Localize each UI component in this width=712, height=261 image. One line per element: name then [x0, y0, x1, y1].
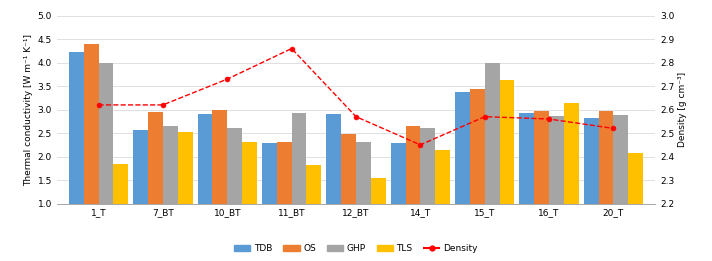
Bar: [163, 126, 178, 251]
Bar: [178, 132, 193, 251]
Y-axis label: Thermal conductivity [W m⁻¹ K⁻¹]: Thermal conductivity [W m⁻¹ K⁻¹]: [24, 34, 33, 186]
Bar: [212, 110, 227, 251]
Bar: [470, 89, 485, 251]
Bar: [133, 130, 148, 251]
Bar: [277, 141, 292, 251]
Bar: [599, 111, 614, 251]
Bar: [435, 150, 450, 251]
Bar: [564, 103, 579, 251]
Bar: [292, 113, 306, 251]
Bar: [371, 178, 386, 251]
Bar: [584, 118, 599, 251]
Bar: [242, 142, 257, 251]
Bar: [69, 52, 84, 251]
Bar: [614, 115, 628, 251]
Legend: TDB, OS, GHP, TLS, Density: TDB, OS, GHP, TLS, Density: [231, 240, 481, 257]
Bar: [391, 143, 406, 251]
Bar: [148, 112, 163, 251]
Bar: [420, 128, 435, 251]
Bar: [485, 63, 500, 251]
Bar: [549, 116, 564, 251]
Bar: [341, 134, 356, 251]
Bar: [500, 80, 515, 251]
Bar: [326, 114, 341, 251]
Bar: [197, 114, 212, 251]
Bar: [519, 113, 534, 251]
Bar: [356, 141, 371, 251]
Y-axis label: Density [g cm⁻³]: Density [g cm⁻³]: [679, 72, 688, 147]
Bar: [455, 92, 470, 251]
Bar: [628, 153, 643, 251]
Bar: [84, 44, 98, 251]
Bar: [406, 126, 420, 251]
Bar: [306, 165, 321, 251]
Bar: [113, 164, 128, 251]
Bar: [534, 111, 549, 251]
Bar: [98, 63, 113, 251]
Bar: [262, 143, 277, 251]
Bar: [227, 128, 242, 251]
